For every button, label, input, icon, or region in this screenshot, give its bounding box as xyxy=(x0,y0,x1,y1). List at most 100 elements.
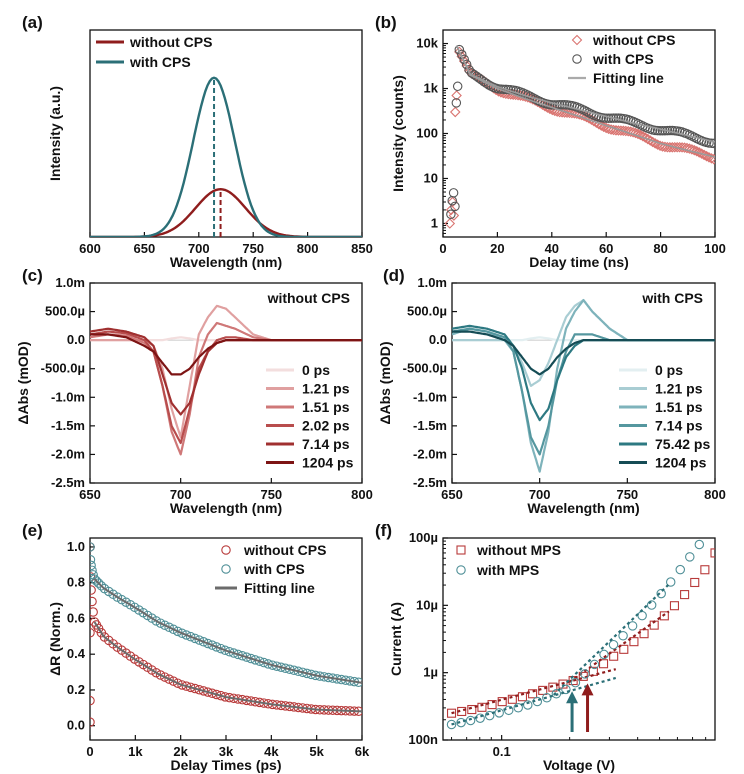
data-point xyxy=(194,635,205,645)
data-point xyxy=(96,581,107,591)
data-point xyxy=(155,618,166,628)
data-point xyxy=(207,640,217,650)
data-point xyxy=(198,637,209,647)
legend-label: 0 ps xyxy=(302,362,330,378)
y-tick-label: -1.5m xyxy=(51,418,85,433)
data-point xyxy=(90,560,96,571)
x-axis-label: Wavelength (nm) xyxy=(170,254,282,270)
legend-label: Fitting line xyxy=(593,70,664,86)
data-point xyxy=(450,201,460,212)
data-point xyxy=(185,682,196,693)
series-points-1 xyxy=(446,44,715,220)
data-point xyxy=(484,710,495,721)
data-point xyxy=(596,120,607,131)
legend-label: without CPS xyxy=(129,34,212,50)
trap-arrow-head xyxy=(581,683,594,696)
data-point xyxy=(160,672,170,682)
data-point xyxy=(203,687,213,697)
x-axis-label: Delay time (ns) xyxy=(529,254,629,270)
legend-label: 1.21 ps xyxy=(655,381,703,397)
data-point xyxy=(708,153,715,165)
x-tick-label: 750 xyxy=(242,241,264,256)
data-point xyxy=(632,128,644,140)
plot-area xyxy=(90,542,362,727)
x-tick-label: 4k xyxy=(264,744,279,759)
data-point xyxy=(639,629,649,639)
x-axis-label: Wavelength (nm) xyxy=(527,500,639,516)
data-point xyxy=(164,674,174,684)
data-point xyxy=(619,644,629,654)
y-tick-label: -1.5m xyxy=(413,418,447,433)
data-point xyxy=(635,129,646,141)
legend-label: 75.42 ps xyxy=(655,436,710,452)
legend-label: 2.02 ps xyxy=(302,418,350,434)
legend-swatch xyxy=(571,34,583,46)
panel-note: without CPS xyxy=(267,290,350,306)
x-tick-label: 750 xyxy=(616,487,638,502)
x-tick-label: 0.1 xyxy=(493,744,511,759)
data-point xyxy=(554,100,565,110)
y-tick-label: -2.0m xyxy=(51,446,85,461)
x-tick-label: 3k xyxy=(219,744,234,759)
x-tick-label: 600 xyxy=(79,241,101,256)
data-point xyxy=(589,659,600,670)
y-tick-label: -500.0µ xyxy=(41,361,85,376)
y-tick-label: 0.2 xyxy=(67,682,85,697)
legend-label: Fitting line xyxy=(244,580,315,596)
y-tick-label: 0.6 xyxy=(67,610,85,625)
data-point xyxy=(451,90,462,101)
data-point xyxy=(90,554,96,565)
plot-area xyxy=(446,539,715,732)
data-point xyxy=(160,620,170,630)
y-tick-label: -2.5m xyxy=(413,475,447,490)
plot-area xyxy=(90,304,362,456)
data-point xyxy=(659,611,669,621)
x-tick-label: 5k xyxy=(309,744,324,759)
data-point xyxy=(689,144,700,156)
legend-label: 1204 ps xyxy=(655,455,707,471)
data-point xyxy=(618,631,628,641)
data-point xyxy=(599,649,609,660)
data-point xyxy=(517,692,528,702)
data-point xyxy=(90,542,95,552)
data-point xyxy=(696,148,707,159)
x-tick-label: 60 xyxy=(599,241,613,256)
y-tick-label: -1.0m xyxy=(51,389,85,404)
data-point xyxy=(224,646,235,657)
y-tick-label: 100 xyxy=(416,126,438,141)
data-point xyxy=(669,601,680,611)
plot-area xyxy=(444,44,715,229)
series-line-0 xyxy=(90,187,362,237)
tfl-fit-line xyxy=(552,583,670,696)
series-line-5 xyxy=(452,330,715,376)
series-line-5 xyxy=(90,333,362,376)
y-axis-label: Current (A) xyxy=(388,602,404,676)
series-points-1 xyxy=(90,542,362,688)
data-point xyxy=(190,633,200,644)
data-point xyxy=(465,715,476,726)
ohmic-fit-line xyxy=(451,668,617,715)
panel-a: (a) 600 650 700 750 800 850 Wavelength (nm) Inte… xyxy=(22,13,373,270)
panel-e: (e) 0 1k 2k 3k 4k 5k 6k 0.0 0.2 0.4 0.6 0.8 1.0 Delay … xyxy=(22,521,370,773)
x-tick-label: 700 xyxy=(170,487,192,502)
data-point xyxy=(610,125,622,136)
legend-swatch xyxy=(221,545,231,555)
data-point xyxy=(93,578,104,588)
data-point xyxy=(181,630,192,640)
data-point xyxy=(250,655,260,665)
fit-line-1 xyxy=(93,578,362,684)
fit-line-1 xyxy=(455,45,715,143)
legend-label: 7.14 ps xyxy=(655,418,703,434)
data-point xyxy=(558,679,568,689)
data-point xyxy=(640,132,651,143)
data-point xyxy=(608,639,619,650)
legend-label: 1204 ps xyxy=(302,455,354,471)
data-point xyxy=(181,681,192,691)
legend-label: with CPS xyxy=(243,561,305,577)
data-point xyxy=(656,588,666,599)
data-point xyxy=(580,669,590,679)
y-axis-label: ΔAbs (mOD) xyxy=(15,341,31,424)
data-point xyxy=(446,209,456,220)
data-point xyxy=(185,631,196,642)
legend-label: 1.51 ps xyxy=(655,399,703,415)
